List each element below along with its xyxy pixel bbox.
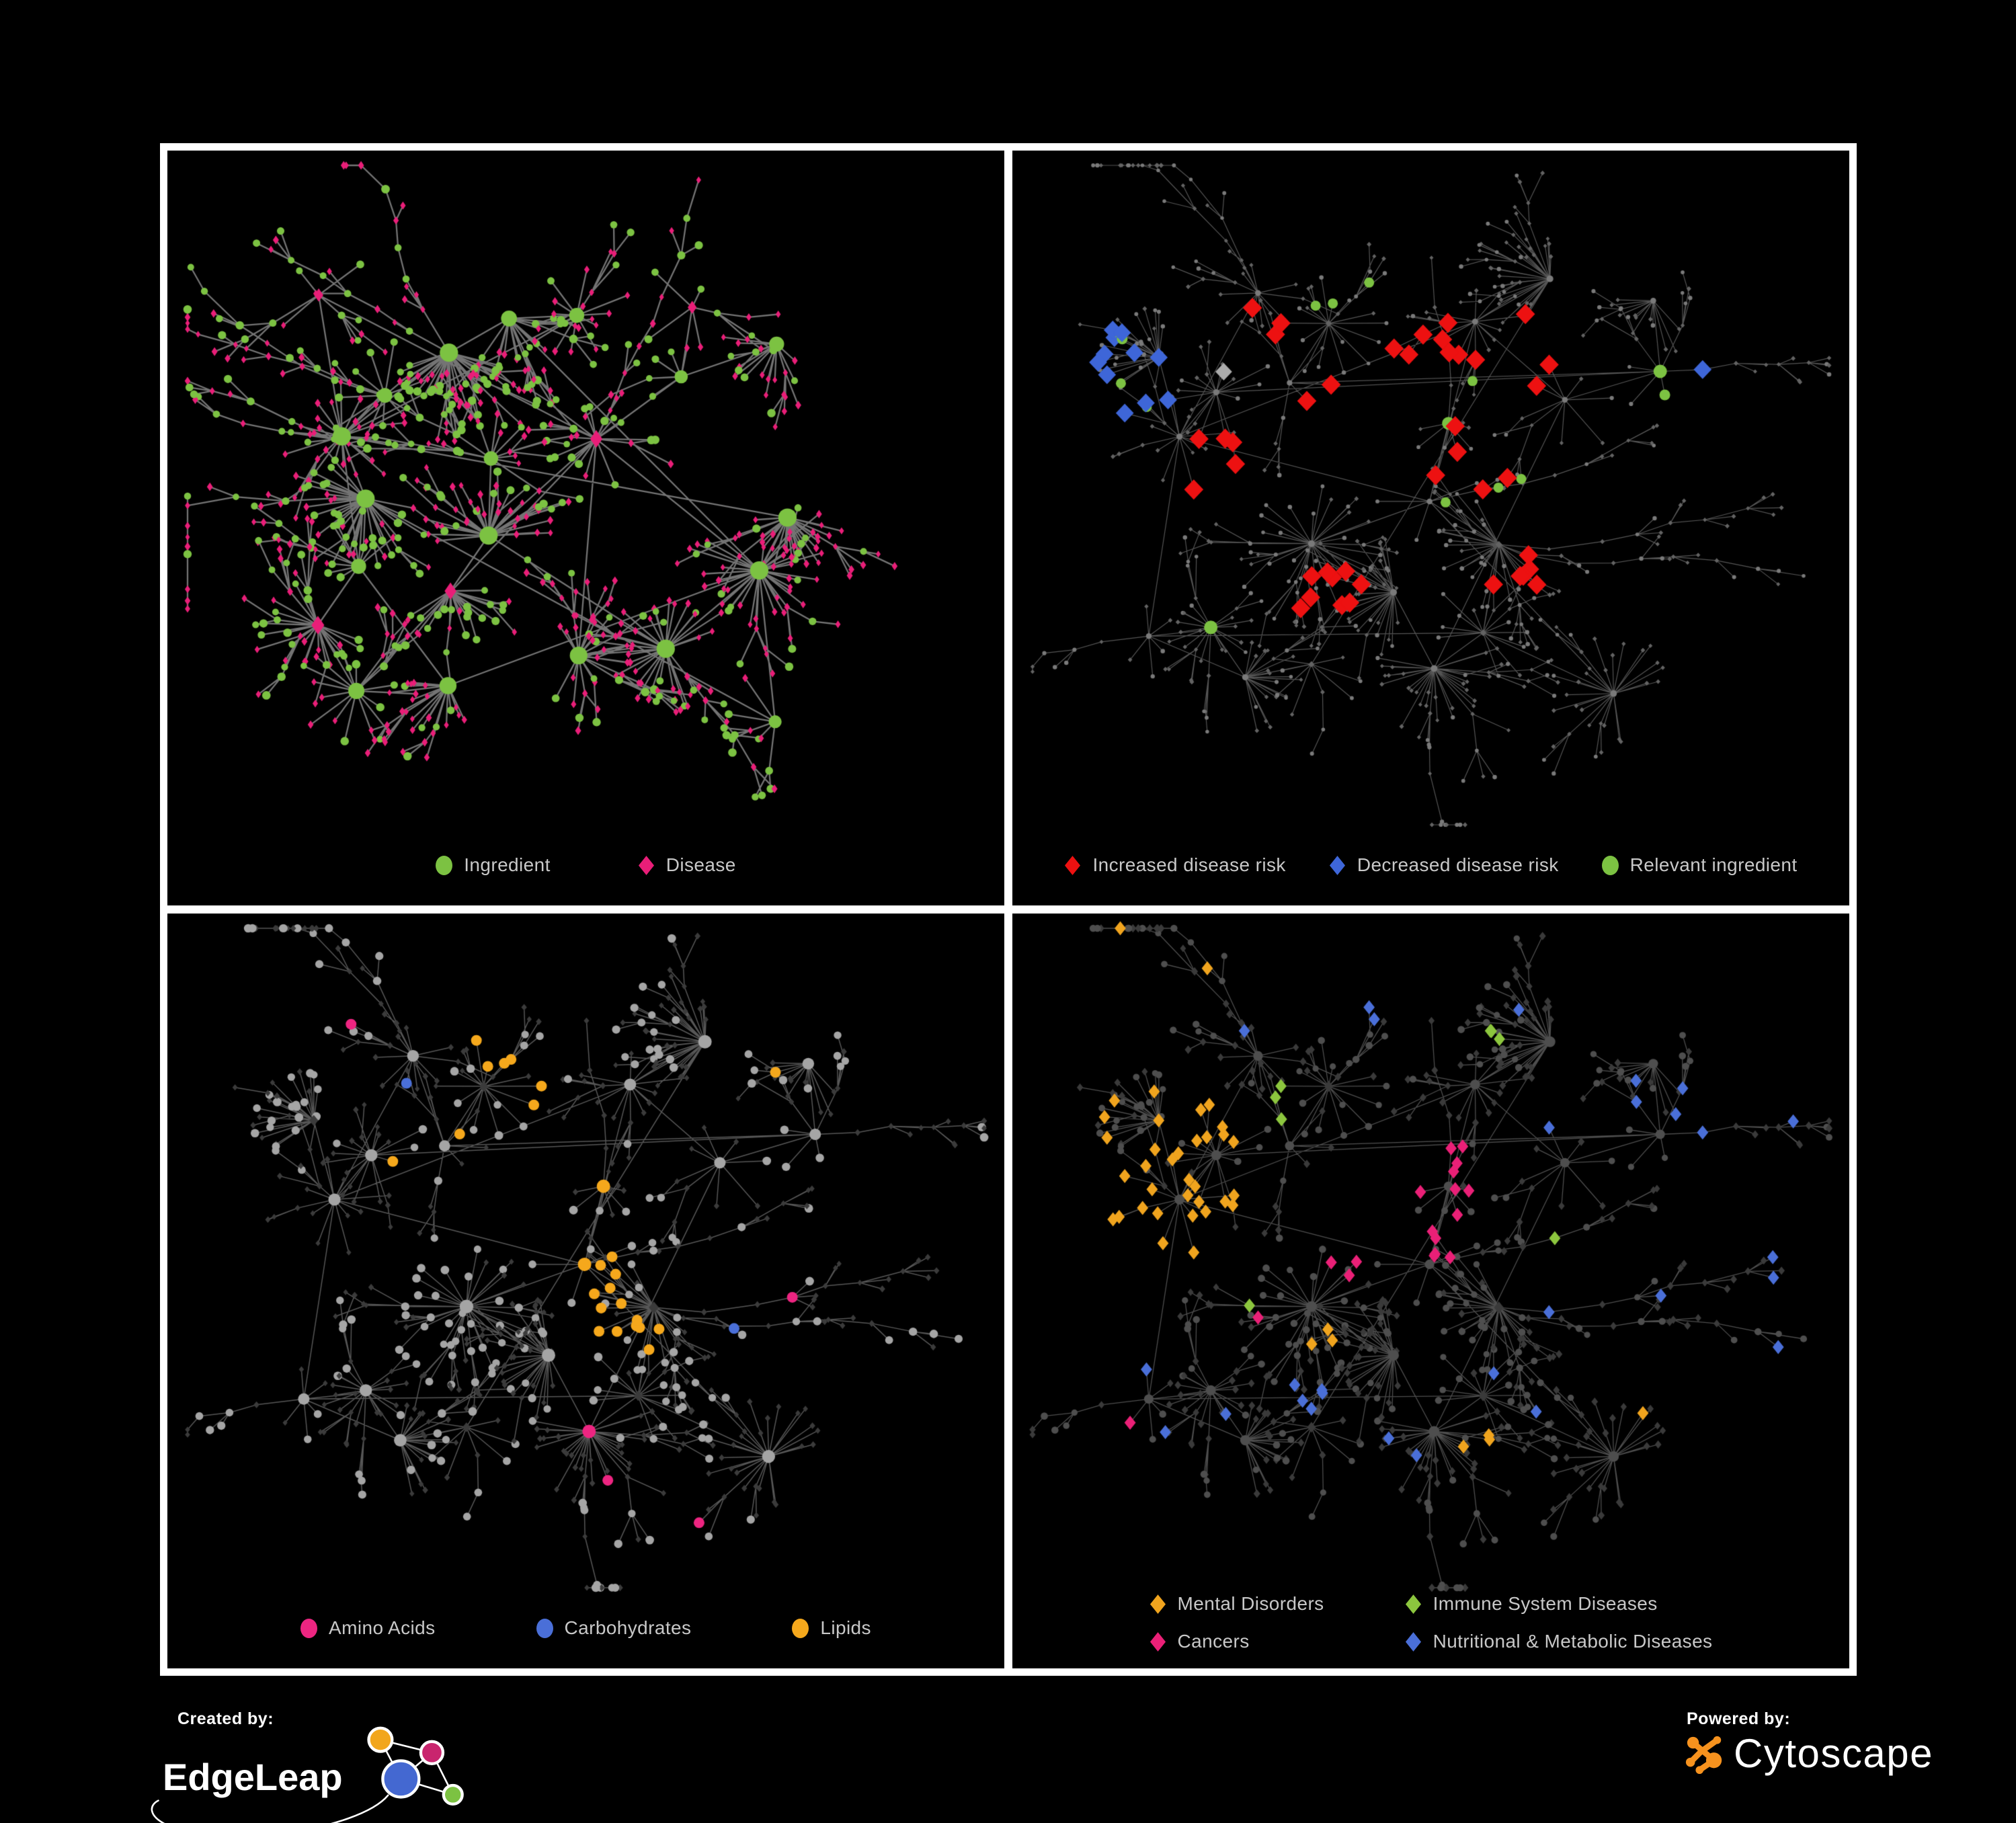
legend-item: Increased disease risk	[1064, 854, 1285, 876]
legend-item: Immune System Diseases	[1405, 1593, 1658, 1615]
legend-nutrient-categories: Amino Acids Carbohydrates Lipids	[167, 1617, 1004, 1639]
legend-label: Mental Disorders	[1177, 1593, 1324, 1614]
edgeleap-node-green	[442, 1783, 464, 1806]
network-canvas-disease-categories	[1012, 914, 1849, 1668]
legend-label: Carbohydrates	[564, 1617, 692, 1638]
legend-item: Amino Acids	[300, 1617, 435, 1639]
created-by-label: Created by:	[177, 1709, 274, 1728]
legend-swatch-diamond-icon	[1405, 1631, 1421, 1652]
figure-frame: Ingredient Disease Increased disease risk…	[160, 143, 1857, 1676]
panel-disease-risk: Increased disease risk Decreased disease …	[1012, 151, 1849, 905]
legend-disease-categories: Mental Disorders Immune System Diseases Ca…	[1150, 1593, 1713, 1652]
legend-label: Relevant ingredient	[1629, 854, 1798, 875]
edgeleap-node-magenta	[419, 1740, 444, 1765]
edgeleap-swoosh	[151, 1794, 389, 1823]
edgeleap-node-blue	[380, 1759, 421, 1799]
legend-item: Carbohydrates	[536, 1617, 692, 1639]
legend-ingredient-disease: Ingredient Disease	[167, 854, 1004, 876]
legend-label: Amino Acids	[329, 1617, 436, 1638]
cytoscape-nodes	[1685, 1736, 1722, 1774]
network-canvas-nutrient-categories	[167, 914, 1004, 1668]
legend-item: Disease	[638, 854, 736, 876]
cytoscape-credit: Powered by: Cytoscape	[1684, 1709, 1933, 1777]
legend-item: Relevant ingredient	[1601, 854, 1798, 876]
legend-label: Increased disease risk	[1092, 854, 1286, 875]
legend-swatch-diamond-icon	[1150, 1631, 1166, 1652]
legend-swatch-circle-icon	[300, 1618, 318, 1638]
legend-item: Mental Disorders	[1150, 1593, 1324, 1615]
legend-swatch-circle-icon	[436, 855, 453, 875]
legend-item: Ingredient	[436, 854, 551, 876]
powered-by-label: Powered by:	[1687, 1709, 1791, 1728]
legend-item: Cancers	[1150, 1631, 1250, 1652]
panel-nutrient-categories: Amino Acids Carbohydrates Lipids	[167, 914, 1004, 1668]
legend-label: Decreased disease risk	[1357, 854, 1559, 875]
legend-label: Nutritional & Metabolic Diseases	[1433, 1631, 1713, 1652]
panel-ingredient-disease: Ingredient Disease	[167, 151, 1004, 905]
edgeleap-logo-icon	[151, 1726, 464, 1823]
legend-label: Lipids	[820, 1617, 871, 1638]
legend-item: Nutritional & Metabolic Diseases	[1405, 1631, 1713, 1652]
cytoscape-logo-icon	[1685, 1736, 1722, 1774]
legend-label: Disease	[666, 854, 736, 875]
legend-item: Lipids	[792, 1617, 871, 1639]
legend-swatch-diamond-icon	[1405, 1594, 1421, 1614]
legend-label: Immune System Diseases	[1433, 1593, 1658, 1614]
legend-swatch-diamond-icon	[1329, 855, 1345, 875]
cytoscape-logo-text: Cytoscape	[1734, 1731, 1933, 1776]
legend-swatch-diamond-icon	[638, 855, 654, 875]
legend-swatch-circle-icon	[792, 1618, 809, 1638]
edgeleap-logo-text: EdgeLeap	[163, 1755, 343, 1798]
network-canvas-disease-risk	[1012, 151, 1849, 905]
legend-item: Decreased disease risk	[1329, 854, 1559, 876]
legend-label: Ingredient	[464, 854, 551, 875]
panel-disease-categories: Mental Disorders Immune System Diseases Ca…	[1012, 914, 1849, 1668]
legend-swatch-circle-icon	[1601, 855, 1619, 875]
edgeleap-node-orange	[366, 1726, 394, 1753]
legend-swatch-diamond-icon	[1150, 1594, 1166, 1614]
legend-swatch-diamond-icon	[1065, 855, 1081, 875]
network-canvas-ingredient-disease	[167, 151, 1004, 905]
edgeleap-credit: Created by: EdgeLeap	[151, 1709, 479, 1823]
legend-label: Cancers	[1177, 1631, 1250, 1652]
legend-swatch-circle-icon	[536, 1618, 553, 1638]
legend-disease-risk: Increased disease risk Decreased disease …	[1012, 854, 1849, 876]
